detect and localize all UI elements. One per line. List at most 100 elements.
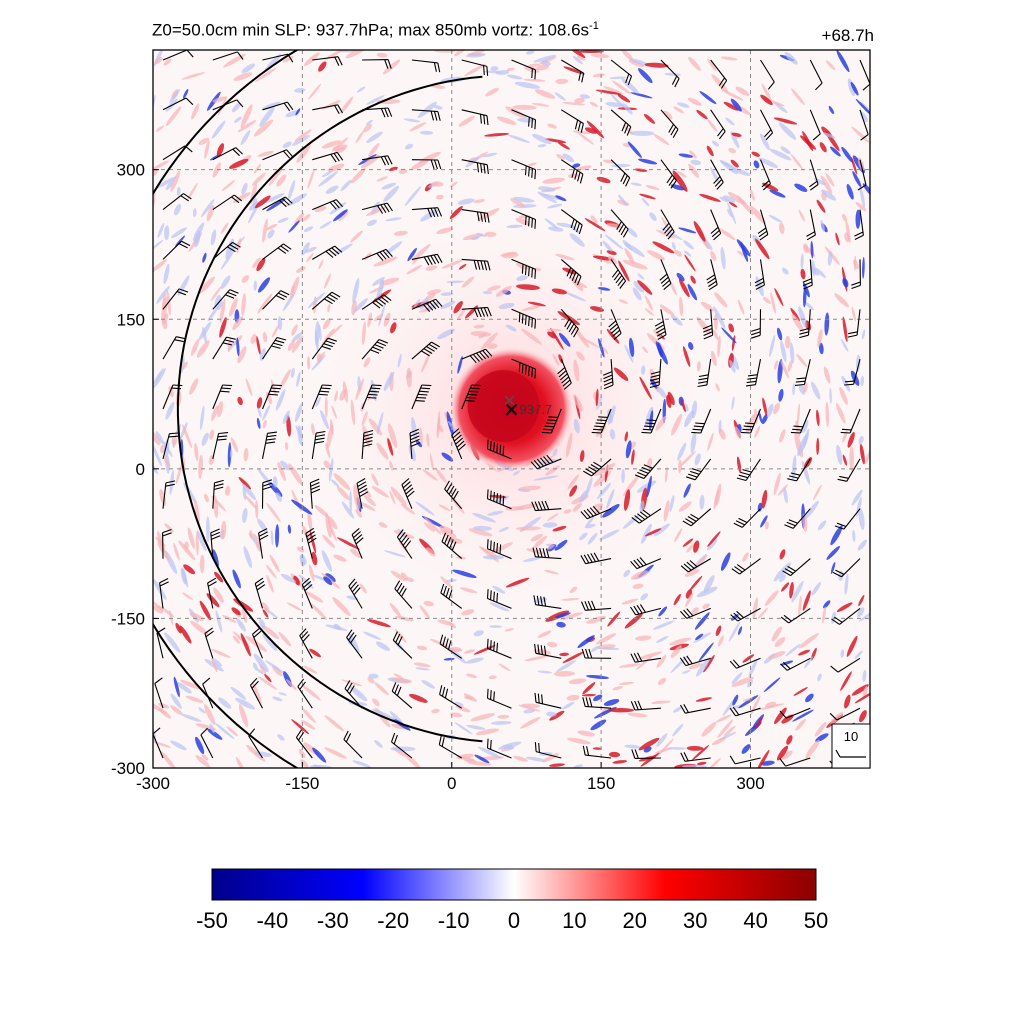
barb-staff <box>162 240 182 260</box>
wind-barb <box>401 478 415 509</box>
barb-feather <box>767 81 775 90</box>
barb-feather <box>378 338 389 344</box>
vorticity-cell <box>305 591 324 603</box>
barb-feather <box>682 520 692 527</box>
barb-feather <box>299 628 307 636</box>
chart-title: Z0=50.0cm min SLP: 937.7hPa; max 850mb v… <box>152 20 599 41</box>
vorticity-cell <box>628 337 635 358</box>
barb-staff <box>312 151 338 161</box>
vorticity-cell <box>688 163 700 178</box>
vorticity-cell <box>371 473 379 486</box>
vorticity-cell <box>536 64 550 71</box>
vorticity-cell <box>231 102 241 113</box>
barb-feather <box>499 494 502 505</box>
barb-feather <box>579 173 584 184</box>
barb-feather <box>256 584 266 591</box>
vorticity-cell <box>527 162 537 167</box>
barb-feather <box>534 319 537 329</box>
vorticity-cell <box>220 250 235 270</box>
barb-feather <box>275 295 285 301</box>
barb-feather <box>297 731 305 741</box>
vorticity-cell <box>851 684 869 696</box>
vorticity-cell <box>672 723 684 737</box>
barb-feather <box>625 177 631 187</box>
wind-barb <box>610 109 632 136</box>
vorticity-cell <box>237 396 243 406</box>
barb-feather <box>764 129 772 138</box>
barb-feather <box>571 168 576 178</box>
barb-staff <box>153 733 164 759</box>
barb-feather <box>176 290 187 296</box>
wind-barb <box>630 652 661 663</box>
vorticity-cell <box>669 637 691 646</box>
vorticity-cell <box>473 525 492 531</box>
vorticity-cell <box>762 296 771 304</box>
barb-feather <box>249 677 258 686</box>
vorticity-cell <box>340 96 354 114</box>
barb-feather <box>528 166 530 177</box>
vorticity-cell <box>621 598 639 605</box>
barb-feather <box>543 456 551 465</box>
vorticity-cell <box>505 106 527 119</box>
vorticity-cell <box>463 696 473 700</box>
vorticity-cell <box>271 324 280 338</box>
vorticity-cell <box>624 744 641 749</box>
vorticity-cell <box>841 146 854 163</box>
wind-barb <box>262 101 294 112</box>
barb-feather <box>490 640 492 650</box>
vorticity-cell <box>196 340 210 358</box>
vorticity-cell <box>780 359 790 379</box>
vorticity-cell <box>702 603 710 609</box>
barb-staff <box>610 209 629 230</box>
barb-feather <box>574 273 579 284</box>
vorticity-cell <box>839 387 848 405</box>
barb-feather <box>446 536 452 547</box>
barb-feather <box>545 548 550 558</box>
vorticity-cell <box>228 158 249 169</box>
vorticity-cell <box>773 562 792 582</box>
vorticity-cell <box>715 483 722 507</box>
barb-feather <box>433 207 439 217</box>
barb-staff <box>511 59 536 71</box>
barb-feather <box>404 540 412 549</box>
barb-feather <box>570 326 577 335</box>
barb-feather <box>844 383 854 386</box>
y-tick-label: 0 <box>136 460 145 479</box>
barb-feather <box>703 334 713 340</box>
vorticity-cell <box>204 140 210 159</box>
colorbar-tick-label: 40 <box>743 908 767 933</box>
barb-feather <box>562 379 571 387</box>
vorticity-cell <box>769 148 792 161</box>
vorticity-cell <box>830 146 841 157</box>
barb-feather <box>799 327 810 332</box>
vorticity-cell <box>817 673 822 682</box>
vorticity-cell <box>607 405 616 425</box>
barb-feather <box>376 341 386 347</box>
vorticity-cell <box>441 260 463 269</box>
wind-barb <box>248 728 263 759</box>
barb-staff <box>361 248 387 260</box>
barb-feather <box>540 645 543 655</box>
wind-barb <box>691 408 712 434</box>
barb-feather <box>603 381 613 386</box>
barb-feather <box>499 444 502 455</box>
barb-feather <box>670 180 677 189</box>
vorticity-cell <box>198 321 212 341</box>
barb-feather <box>578 71 582 81</box>
vorticity-cell <box>618 681 635 685</box>
barb-feather <box>534 119 537 130</box>
vorticity-cell <box>214 722 235 740</box>
barb-feather <box>427 208 432 218</box>
barb-feather <box>406 490 415 498</box>
vorticity-cell <box>198 137 210 146</box>
barb-feather <box>630 701 636 711</box>
vorticity-cell <box>548 226 564 232</box>
vorticity-cell <box>158 708 172 719</box>
barb-staff <box>254 583 264 609</box>
vorticity-cell <box>242 483 256 501</box>
barb-feather <box>621 122 627 132</box>
wind-barb <box>438 735 462 759</box>
vorticity-cell <box>330 479 340 488</box>
barb-feather <box>586 746 590 756</box>
barb-feather <box>583 509 591 518</box>
